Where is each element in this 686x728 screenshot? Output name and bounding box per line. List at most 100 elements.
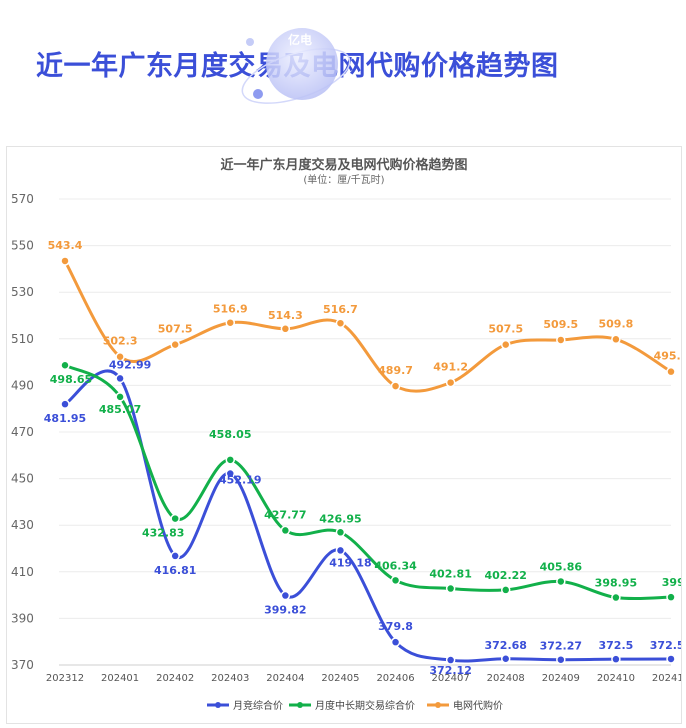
x-tick-label: 202407 [432,673,470,684]
line-chart: 近一年广东月度交易及电网代购价格趋势图 (单位：厘/千瓦时) 370 390 410… [11,157,681,712]
y-tick-label: 450 [11,472,34,486]
data-point[interactable] [225,468,236,479]
grid-lines [59,198,671,666]
data-point[interactable] [225,455,236,465]
data-point[interactable] [611,592,621,603]
data-point[interactable] [280,324,291,334]
data-point[interactable] [170,339,180,350]
data-point[interactable] [335,527,346,538]
data-label: 507.5 [488,323,523,336]
legend-label[interactable]: 电网代购价 [453,699,503,712]
data-label: 514.3 [268,309,303,322]
data-point[interactable] [556,335,566,345]
y-tick-label: 470 [11,425,34,439]
data-label: 419.18 [329,556,371,569]
data-point[interactable] [445,583,456,594]
y-tick-label: 430 [11,518,34,532]
series-line [63,260,672,393]
data-point[interactable] [500,339,511,350]
chart-panel: 近一年广东月度交易及电网代购价格趋势图 (单位：厘/千瓦时) 370 390 410… [6,146,682,724]
data-point[interactable] [115,392,125,402]
x-tick-label: 202410 [597,673,635,684]
x-tick-label: 202312 [46,673,84,684]
x-tick-label: 202411 [652,673,681,684]
x-tick-label: 202404 [266,673,304,684]
data-point[interactable] [500,654,511,664]
x-tick-label: 202408 [487,673,525,684]
data-label: 372.27 [540,640,582,653]
data-label: 399.12 [662,576,681,589]
data-label: 432.83 [142,527,184,540]
data-point[interactable] [115,373,125,384]
data-label: 507.5 [158,323,193,336]
series-line [64,369,672,663]
x-tick-label: 202402 [156,673,194,684]
data-label: 416.81 [154,564,196,577]
data-points [60,256,676,665]
legend-marker [297,702,303,708]
y-tick-label: 390 [11,611,34,625]
data-point[interactable] [390,381,401,391]
data-label: 485.07 [99,403,141,416]
data-label: 509.5 [543,318,578,331]
data-label: 402.81 [429,568,471,581]
data-point[interactable] [390,575,401,586]
data-point[interactable] [445,377,456,388]
data-label: 502.3 [103,335,138,348]
y-tick-label: 570 [11,192,34,206]
y-tick-label: 530 [11,285,34,299]
data-point[interactable] [611,654,621,664]
data-point[interactable] [611,334,621,345]
data-point[interactable] [170,513,180,524]
data-label: 372.59 [650,639,681,652]
data-point[interactable] [666,592,676,602]
data-label: 495.9 [654,350,681,363]
logo-text: 亿电 [288,32,312,47]
x-tick-label: 202409 [542,673,580,684]
data-point[interactable] [170,551,180,561]
data-point[interactable] [335,545,346,556]
y-tick-label: 490 [11,378,34,392]
data-point[interactable] [60,360,70,370]
data-point[interactable] [280,525,291,536]
data-point[interactable] [335,318,346,328]
data-point[interactable] [390,637,401,647]
data-point[interactable] [60,256,70,266]
data-label: 406.34 [374,559,417,572]
data-point[interactable] [556,576,566,587]
data-label: 372.5 [599,639,634,652]
data-label: 427.77 [264,508,306,521]
data-point[interactable] [280,590,291,601]
data-point[interactable] [445,655,456,665]
y-axis-ticks: 370 390 410 430 450 470 490 510 530 550 570 [11,192,34,672]
data-point[interactable] [666,366,676,377]
legend-label[interactable]: 月度中长期交易综合价 [315,699,415,712]
x-tick-label: 202401 [101,673,139,684]
data-label: 491.2 [433,361,468,374]
legend-marker [215,702,221,708]
data-label: 492.99 [109,358,151,371]
data-labels: 481.95 492.99 416.81 452.19 399.82 419.18 379.… [44,239,681,677]
x-tick-label: 202406 [376,673,414,684]
data-point[interactable] [225,317,236,328]
y-tick-label: 410 [11,565,34,579]
data-label: 398.95 [595,577,637,590]
legend: 月竞综合价 月度中长期交易综合价 电网代购价 [207,699,503,712]
data-label: 458.05 [209,428,251,441]
data-point[interactable] [500,585,511,595]
series-lines [63,260,672,663]
legend-label[interactable]: 月竞综合价 [233,699,283,712]
data-label: 372.68 [485,639,527,652]
data-label: 543.4 [48,239,83,252]
data-point[interactable] [556,654,566,665]
data-label: 481.95 [44,412,86,425]
y-tick-label: 550 [11,239,34,253]
y-tick-label: 510 [11,332,34,346]
data-point[interactable] [666,654,676,664]
data-point[interactable] [60,399,70,409]
chart-subtitle: (单位：厘/千瓦时) [303,173,384,186]
y-tick-label: 370 [11,658,34,672]
data-point[interactable] [115,351,125,362]
data-label: 498.65 [50,373,92,386]
data-label: 372.12 [429,664,471,677]
